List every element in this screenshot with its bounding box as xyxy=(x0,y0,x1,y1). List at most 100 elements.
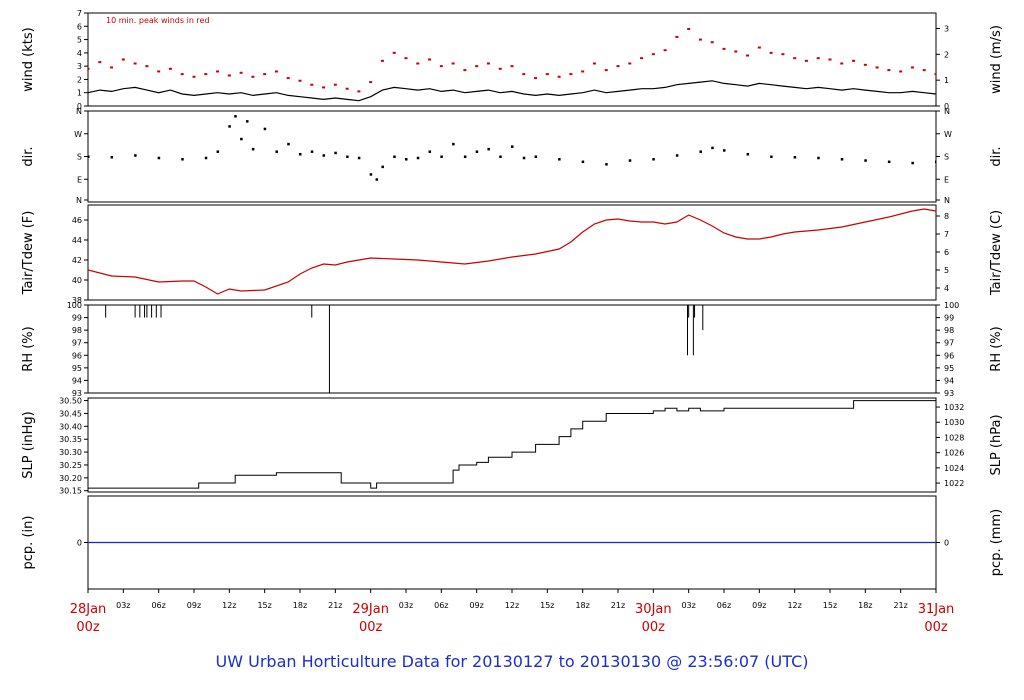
direction-point xyxy=(322,154,326,157)
panel-1: dir. dir. N E S W N N E S W N xyxy=(21,107,1004,205)
left-tick-label: 30.30 xyxy=(59,448,82,457)
right-tick-label: 1028 xyxy=(944,433,964,442)
series-group xyxy=(88,208,936,295)
direction-point xyxy=(134,154,137,157)
wind-peak-point xyxy=(710,41,714,44)
panel-5: pcp. (in) pcp. (mm) 0 0 xyxy=(21,495,1004,590)
wind-peak-point xyxy=(793,57,797,60)
right-tick-label: 0 xyxy=(944,102,949,111)
direction-point xyxy=(310,150,314,153)
right-tick-label: 1022 xyxy=(944,479,964,488)
wind-peak-point xyxy=(180,73,184,76)
direction-point xyxy=(699,150,702,153)
direction-point xyxy=(628,159,632,162)
wind-peak-point xyxy=(628,62,632,65)
wind-peak-point xyxy=(439,65,443,68)
wind-peak-point xyxy=(98,61,102,64)
x-day-label: 30Jan xyxy=(635,602,672,617)
wind-peak-point xyxy=(863,63,867,66)
wind-peak-point xyxy=(840,62,844,65)
wind-peak-point xyxy=(698,38,702,41)
x-day-time-label: 00z xyxy=(359,620,383,635)
left-axis-label: dir. xyxy=(21,146,36,166)
x-hour-label: 03z xyxy=(399,601,413,610)
direction-point xyxy=(522,156,526,160)
wind-peak-point xyxy=(263,73,267,76)
left-tick-label: 30.50 xyxy=(59,397,82,406)
direction-point xyxy=(511,145,514,148)
direction-point xyxy=(216,150,220,153)
wind-peak-point xyxy=(239,71,243,74)
left-tick-label: 46 xyxy=(72,216,82,225)
right-tick-label: 97 xyxy=(944,339,954,348)
panel-2: Tair/Tdew (F) Tair/Tdew (C) 38 40 42 44 46 4 5 6 7… xyxy=(21,204,1004,305)
right-axis-label: pcp. (mm) xyxy=(989,509,1004,576)
direction-point xyxy=(746,152,750,156)
panel-frame xyxy=(87,204,937,301)
x-hour-label: 15z xyxy=(257,601,271,610)
direction-point xyxy=(334,151,337,155)
wind-peak-point xyxy=(274,70,278,73)
wind-peak-point xyxy=(687,27,691,30)
direction-point xyxy=(487,147,490,151)
left-tick-label: 30.15 xyxy=(59,487,82,496)
peak-wind-note: 10 min. peak winds in red xyxy=(106,16,210,25)
x-hour-label: 15z xyxy=(540,601,554,610)
right-tick-label: 98 xyxy=(944,326,954,335)
series-group xyxy=(88,27,936,102)
left-axis-label: wind (kts) xyxy=(21,27,36,91)
x-hour-label: 09z xyxy=(469,601,483,610)
direction-point xyxy=(381,165,384,169)
direction-point xyxy=(440,155,443,158)
right-tick-label: 1026 xyxy=(944,449,964,458)
series-group xyxy=(88,115,936,181)
wind-peak-point xyxy=(168,67,172,70)
series-group xyxy=(88,305,936,393)
right-tick-label: 96 xyxy=(944,351,954,360)
right-tick-label: 1030 xyxy=(944,418,964,427)
x-hour-label: 15z xyxy=(823,601,837,610)
direction-point xyxy=(499,155,502,158)
wind-peak-point xyxy=(734,50,738,53)
direction-point xyxy=(204,156,208,160)
right-tick-label: 8 xyxy=(944,212,949,221)
left-tick-label: 95 xyxy=(72,364,82,373)
right-tick-label: 2 xyxy=(944,50,949,59)
wind-peak-point xyxy=(204,73,208,76)
left-tick-label: 96 xyxy=(72,351,82,360)
direction-point xyxy=(793,156,797,159)
right-tick-label: S xyxy=(944,153,949,162)
left-tick-label: 30.25 xyxy=(59,461,82,470)
left-tick-label: 4 xyxy=(77,49,82,58)
x-hour-label: 18z xyxy=(858,601,872,610)
wind-peak-point xyxy=(852,59,856,62)
left-axis-label: RH (%) xyxy=(21,326,36,371)
right-tick-label: 4 xyxy=(944,284,949,293)
x-hour-label: 06z xyxy=(717,601,731,610)
right-tick-label: 0 xyxy=(944,539,949,548)
wind-peak-point xyxy=(746,54,750,57)
right-tick-label: 1024 xyxy=(944,464,964,473)
left-tick-label: 99 xyxy=(72,314,82,323)
left-tick-label: W xyxy=(74,130,82,139)
right-tick-label: 99 xyxy=(944,314,954,323)
direction-point xyxy=(375,178,379,181)
left-tick-label: 3 xyxy=(77,62,82,71)
right-axis-label: RH (%) xyxy=(989,326,1004,371)
wind-peak-point xyxy=(451,62,455,65)
right-tick-label: E xyxy=(944,175,949,184)
right-tick-label: 100 xyxy=(944,301,959,310)
right-axis-label: SLP (hPa) xyxy=(989,414,1004,475)
wind-peak-point xyxy=(616,65,620,68)
direction-point xyxy=(246,120,249,123)
left-tick-label: 6 xyxy=(77,22,82,31)
panel-frame xyxy=(87,12,937,107)
wind-peak-point xyxy=(545,73,549,76)
left-tick-label: 2 xyxy=(77,75,82,84)
wind-peak-point xyxy=(569,73,573,76)
wind-peak-point xyxy=(769,51,773,54)
wind-peak-point xyxy=(322,86,326,89)
direction-point xyxy=(558,158,561,161)
wind-peak-point xyxy=(345,87,349,90)
